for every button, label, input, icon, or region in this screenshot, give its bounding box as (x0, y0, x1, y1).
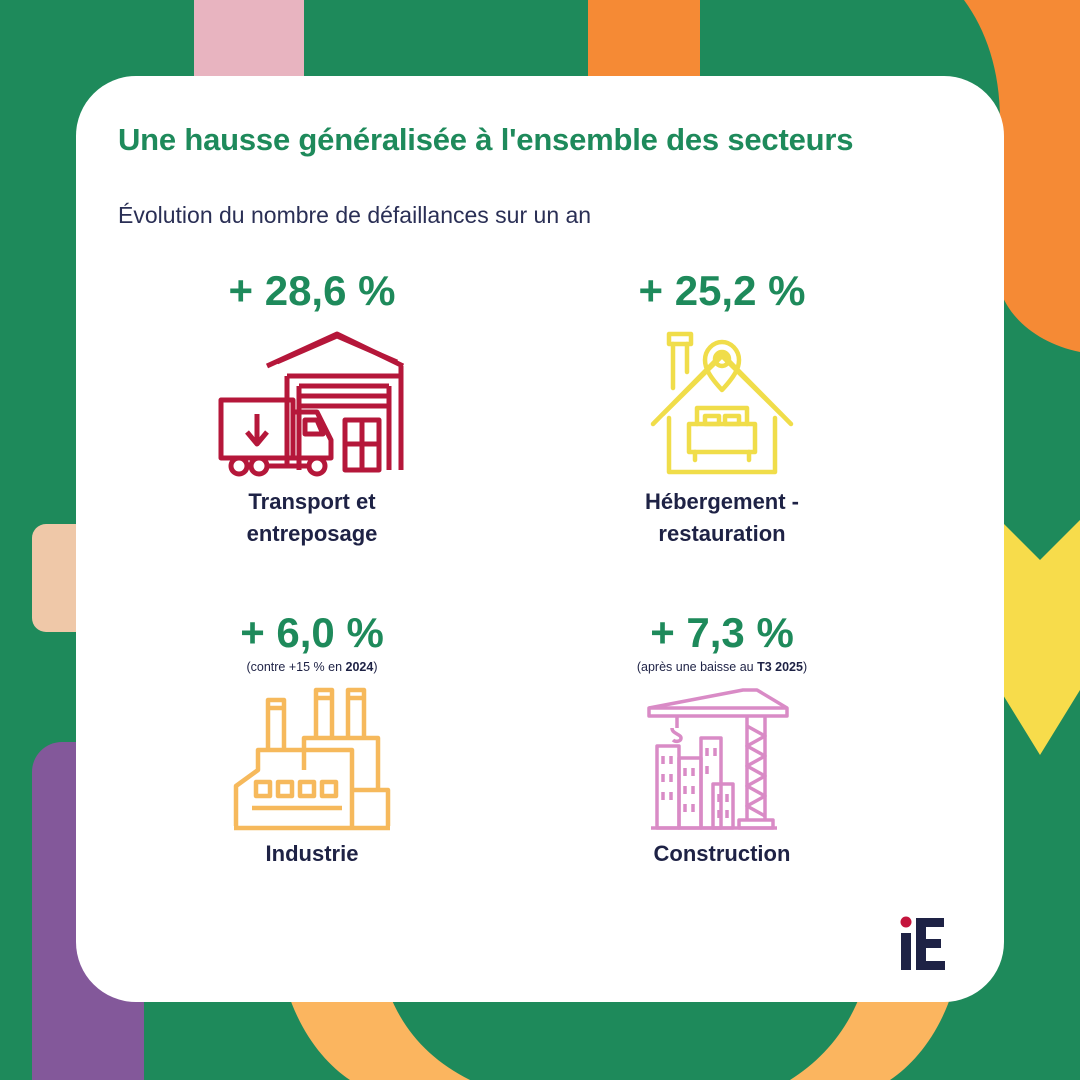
sector-label: Hébergement - restauration (644, 489, 800, 546)
sector-label: Industrie (265, 841, 359, 866)
sector-label: Construction (653, 841, 791, 866)
info-card: Une hausse généralisée à l'ensemble des … (76, 76, 1004, 1002)
sector-label: Transport et entreposage (246, 489, 378, 546)
sector-note: (contre +15 % en 2024) (246, 660, 378, 674)
page-title: Une hausse généralisée à l'ensemble des … (118, 122, 854, 157)
sector-value: + 7,3 % (650, 609, 794, 656)
sector-tile-industrie: + 6,0 % (contre +15 % en 2024) Industrie (162, 612, 462, 870)
sector-tile-transport: + 28,6 % Transport et entreposage (162, 270, 462, 550)
sector-tile-hebergement: + 25,2 % Hébergement - restauration (572, 270, 872, 550)
sector-value: + 25,2 % (638, 267, 806, 314)
factory-icon (233, 687, 391, 831)
page-subtitle: Évolution du nombre de défaillances sur … (118, 202, 592, 228)
crane-buildings-icon (647, 688, 789, 830)
sector-tile-construction: + 7,3 % (après une baisse au T3 2025) Co… (572, 612, 872, 870)
sector-value: + 6,0 % (240, 609, 384, 656)
hotel-bed-location-icon (650, 331, 794, 475)
sector-note: (après une baisse au T3 2025) (636, 660, 808, 674)
sector-value: + 28,6 % (228, 267, 396, 314)
ie-logo (900, 916, 945, 970)
warehouse-truck-icon (218, 331, 405, 477)
bg-orange-circle (964, 0, 1080, 352)
bg-yellow-chevron (1000, 520, 1080, 755)
